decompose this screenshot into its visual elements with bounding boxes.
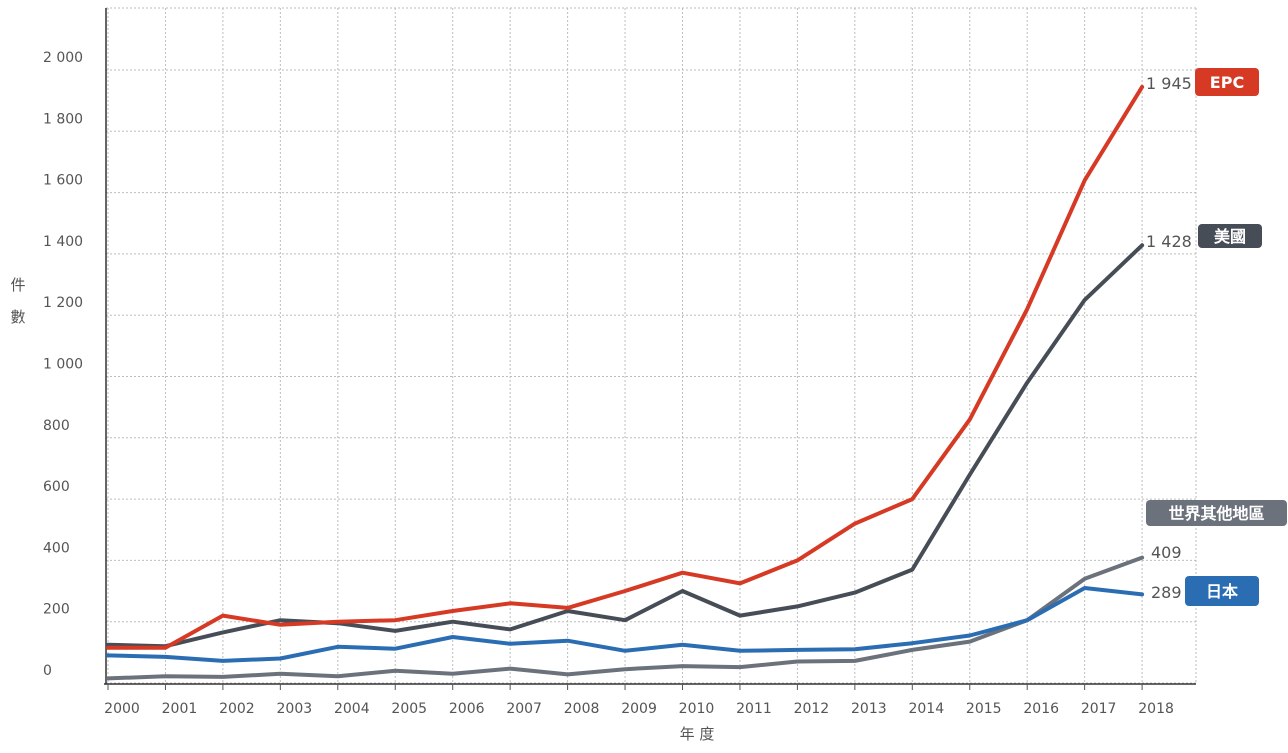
series-end-value: 289	[1151, 583, 1182, 602]
x-tick-label: 2014	[908, 701, 944, 717]
x-tick-label: 2006	[449, 701, 485, 717]
y-tick-label: 0	[43, 663, 52, 679]
series-line-1	[108, 87, 1142, 648]
x-tick-label: 2013	[851, 701, 887, 717]
legend-badge-label: EPC	[1210, 73, 1244, 92]
y-tick-label: 600	[43, 479, 70, 495]
y-tick-label: 1 400	[43, 234, 83, 250]
series-lines	[108, 87, 1142, 679]
series-end-labels: 1 945 EPC 1 428 美國 409 世界其他地區 289 日本	[1146, 68, 1287, 606]
y-tick-labels: 0 200 400 600 800 1 000 1 200 1 400 1 600 1 800 2 …	[43, 50, 83, 679]
x-tick-label: 2005	[391, 701, 427, 717]
x-tick-label: 2015	[966, 701, 1002, 717]
x-tick-labels: 2000 2001 2002 2003 2004 2005 2006 2007 2008 2009…	[104, 701, 1174, 717]
series-end-value: 1 945	[1146, 74, 1192, 93]
x-tick-label: 2016	[1023, 701, 1059, 717]
y-tick-label: 1 800	[43, 111, 83, 127]
x-tick-label: 2000	[104, 701, 140, 717]
x-tick-label: 2007	[506, 701, 542, 717]
x-tick-label: 2009	[621, 701, 657, 717]
x-tick-label: 2017	[1081, 701, 1117, 717]
y-tick-label: 200	[43, 602, 70, 618]
y-axis-title-char-2: 數	[10, 308, 25, 326]
series-end-value: 409	[1151, 543, 1182, 562]
axes	[104, 8, 1196, 690]
x-tick-label: 2001	[162, 701, 198, 717]
legend-badge-label: 日本	[1206, 582, 1238, 601]
legend-badge-label: 世界其他地區	[1168, 504, 1264, 523]
y-tick-label: 400	[43, 540, 70, 556]
y-tick-label: 2 000	[43, 50, 83, 66]
y-axis-title-char-1: 件	[10, 276, 25, 294]
x-tick-label: 2002	[219, 701, 255, 717]
x-tick-label: 2010	[679, 701, 715, 717]
x-tick-label: 2011	[736, 701, 772, 717]
x-tick-label: 2003	[277, 701, 313, 717]
x-axis-title: 年 度	[680, 725, 715, 743]
y-tick-label: 1 000	[43, 357, 83, 373]
x-tick-label: 2004	[334, 701, 370, 717]
y-tick-label: 800	[43, 418, 70, 434]
x-tick-label: 2012	[794, 701, 830, 717]
x-tick-label: 2018	[1138, 701, 1174, 717]
y-tick-label: 1 600	[43, 173, 83, 189]
x-tick-label: 2008	[564, 701, 600, 717]
series-end-value: 1 428	[1146, 232, 1192, 251]
legend-badge-label: 美國	[1214, 227, 1246, 246]
y-tick-label: 1 200	[43, 295, 83, 311]
